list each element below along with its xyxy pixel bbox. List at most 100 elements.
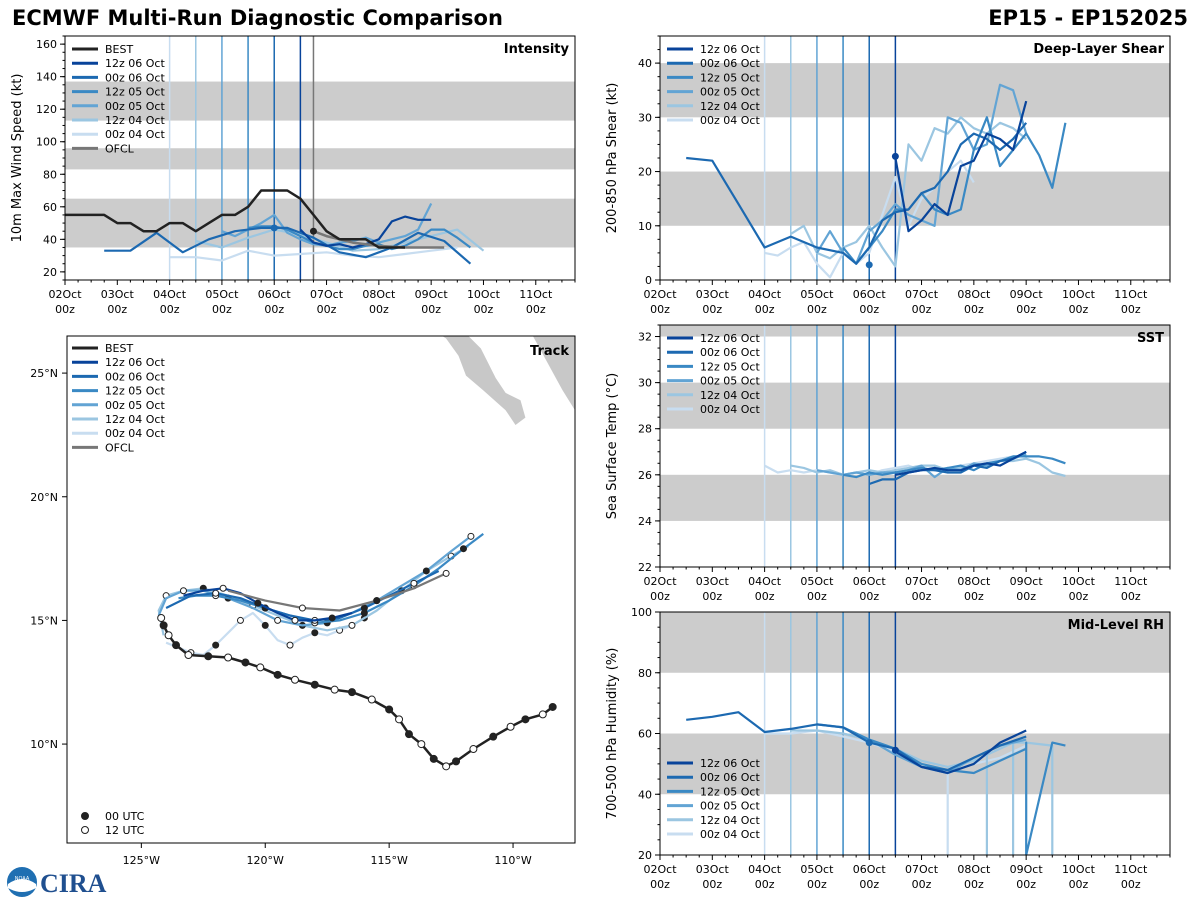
intensity-xtick-label: 00z (212, 303, 232, 316)
intensity-xtick-label: 04Oct (153, 288, 187, 301)
track-best-point (273, 670, 282, 679)
track-best-point (310, 680, 319, 689)
intensity-ytick-label: 140 (36, 71, 57, 84)
intensity-series-line (313, 230, 445, 249)
track-best-point (184, 651, 193, 660)
rh-xtick-label: 03Oct (696, 863, 730, 876)
sst-ytick-label: 22 (638, 561, 652, 574)
rh-xtick-label: 11Oct (1114, 863, 1148, 876)
intensity-xtick-label: 00z (526, 303, 546, 316)
track-best-point (172, 641, 181, 650)
track-point (442, 569, 450, 577)
intensity-legend-label: 12z 06 Oct (105, 57, 165, 70)
sst-legend-label: 00z 04 Oct (700, 403, 760, 416)
shear-series-line (686, 122, 1028, 265)
shear-ytick-label: 0 (645, 274, 652, 287)
shear-xtick-label: 10Oct (1062, 288, 1096, 301)
intensity-ytick-label: 20 (43, 266, 57, 279)
sst-threshold-band (660, 382, 1170, 429)
track-best-point (347, 688, 356, 697)
track-forecast-line (157, 535, 472, 627)
sst-ytick-label: 24 (638, 515, 652, 528)
intensity-legend-label: 12z 04 Oct (105, 114, 165, 127)
sst-legend-label: 12z 04 Oct (700, 389, 760, 402)
rh-ytick-label: 40 (638, 788, 652, 801)
sst-series-line (868, 450, 1027, 486)
sst-ylabel: Sea Surface Temp (°C) (605, 373, 620, 520)
rh-ytick-label: 80 (638, 667, 652, 680)
track-best-point (224, 653, 233, 662)
rh-xtick-label: 00z (964, 878, 984, 891)
sst-series-line (842, 455, 1066, 479)
rh-legend-label: 12z 04 Oct (700, 814, 760, 827)
intensity-series-line (169, 246, 458, 262)
shear-ytick-label: 20 (638, 166, 652, 179)
intensity-xtick-label: 00z (369, 303, 389, 316)
rh-legend-label: 12z 06 Oct (700, 757, 760, 770)
shear-xtick-label: 00z (702, 303, 722, 316)
track-best-point (404, 730, 413, 739)
intensity-plot-area (65, 36, 575, 280)
shear-legend-label: 00z 06 Oct (700, 57, 760, 70)
shear-ylabel: 200-850 hPa Shear (kt) (605, 83, 620, 234)
track-best-point (159, 621, 168, 630)
track-best-point (417, 740, 426, 749)
intensity-xtick-label: 05Oct (205, 288, 239, 301)
track-point (236, 616, 244, 624)
intensity-legend-label: OFCL (105, 142, 135, 155)
sst-xtick-label: 00z (1016, 590, 1036, 603)
shear-ytick-label: 30 (638, 111, 652, 124)
intensity-legend-label: BEST (105, 43, 133, 56)
track-legend-label: 12z 04 Oct (105, 413, 165, 426)
rh-xtick-label: 00z (859, 878, 879, 891)
rh-xtick-label: 08Oct (957, 863, 991, 876)
intensity-ytick-label: 100 (36, 136, 57, 149)
track-point (291, 616, 299, 624)
sst-xtick-label: 00z (702, 590, 722, 603)
panel-track: 125°W 120°W 115°W 110°W 10°N 15°N 20°N 25°N Trac… (30, 335, 576, 867)
panel-intensity: 20 40 60 80 100 120 140 160 02Oct 00z 03Oct 00z 04Oc… (10, 35, 576, 316)
shear-xtick-label: 09Oct (1010, 288, 1044, 301)
rh-xtick-label: 00z (650, 878, 670, 891)
track-legend-label: 00z 04 Oct (105, 427, 165, 440)
rh-xtick-label: 04Oct (748, 863, 782, 876)
rh-xtick-label: 06Oct (853, 863, 887, 876)
shear-legend-label: 00z 05 Oct (700, 86, 760, 99)
track-marker-legend-symbol (81, 812, 89, 820)
track-xtick-label: 115°W (370, 854, 407, 867)
sst-xtick-label: 00z (859, 590, 879, 603)
track-point (422, 567, 430, 575)
track-best-point (330, 685, 339, 694)
shear-series-line (842, 116, 1067, 265)
shear-xtick-label: 00z (1121, 303, 1141, 316)
track-best-point (469, 745, 478, 754)
track-forecast-line (183, 587, 353, 622)
sst-xtick-label: 00z (912, 590, 932, 603)
sst-ytick-label: 30 (638, 377, 652, 390)
rh-ytick-label: 60 (638, 728, 652, 741)
track-best-point (489, 732, 498, 741)
track-marker-legend-label: 00 UTC (105, 810, 145, 823)
intensity-marker (270, 224, 278, 232)
track-best-point (429, 754, 438, 763)
intensity-title: Intensity (504, 42, 570, 57)
storm-id: EP15 - EP152025 (988, 6, 1188, 30)
intensity-ylabel: 10m Max Wind Speed (kt) (10, 74, 25, 243)
intensity-xtick-label: 00z (264, 303, 284, 316)
intensity-ytick-label: 160 (36, 38, 57, 51)
sst-xtick-label: 06Oct (853, 575, 887, 588)
sst-legend-label: 00z 05 Oct (700, 375, 760, 388)
track-best-point (521, 715, 530, 724)
track-ytick-label: 20°N (30, 491, 58, 504)
sst-threshold-band (660, 474, 1170, 521)
intensity-series-line (65, 189, 405, 249)
intensity-xtick-label: 08Oct (362, 288, 396, 301)
track-point (467, 532, 475, 540)
shear-marker (865, 261, 873, 269)
baja-california-land (442, 336, 526, 425)
track-legend-label: BEST (105, 342, 133, 355)
sst-xtick-label: 00z (1121, 590, 1141, 603)
shear-xtick-label: 08Oct (957, 288, 991, 301)
rh-xtick-label: 00z (1016, 878, 1036, 891)
track-point (179, 587, 187, 595)
